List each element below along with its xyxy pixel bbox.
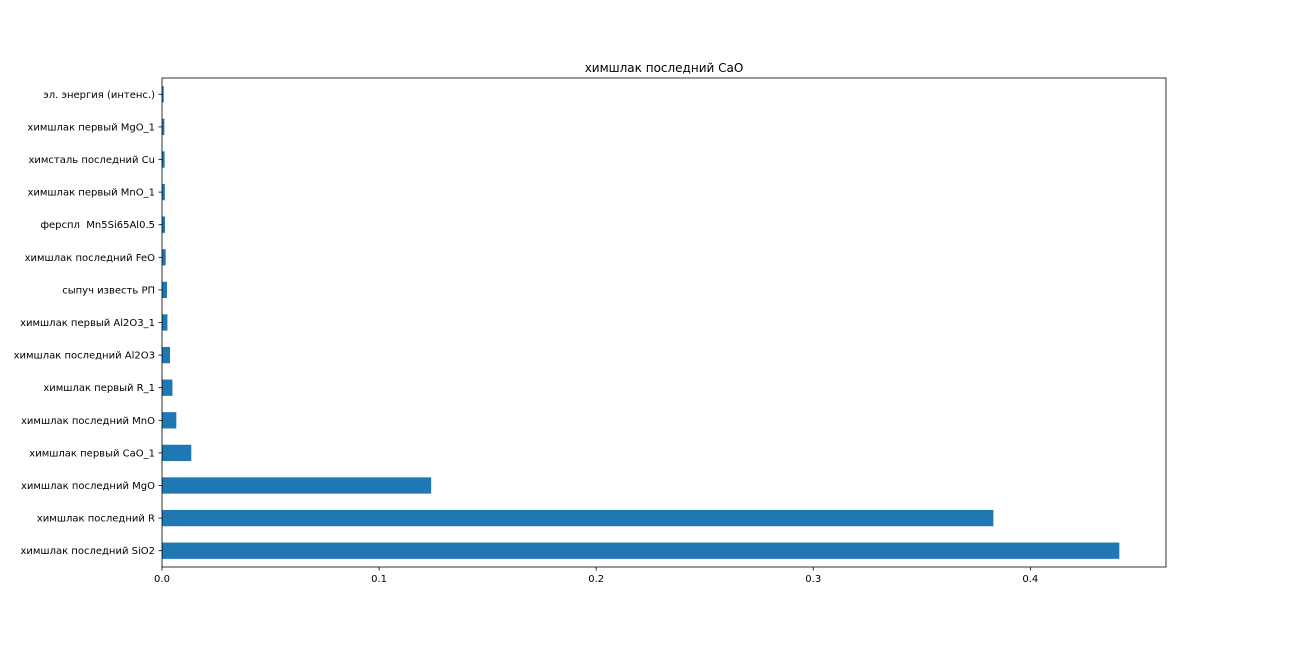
y-tick-label: химшлак последний FeO	[25, 253, 156, 264]
bar	[162, 86, 164, 103]
bar	[162, 509, 994, 527]
y-tick-label: эл. энергия (интенс.)	[43, 90, 155, 101]
y-tick-label: химшлак первый MgO_1	[27, 122, 155, 133]
bar	[162, 444, 192, 462]
bar	[162, 346, 171, 364]
y-ticks-group: химшлак последний SiO2 химшлак последний …	[14, 90, 162, 557]
x-tick-label: 0.1	[371, 574, 387, 585]
y-tick-label: химшлак последний MnO	[21, 416, 155, 427]
chart-title: химшлак последний CaO	[585, 61, 744, 75]
x-ticks-group: 0.0 0.1 0.2 0.3 0.4	[154, 567, 1038, 585]
y-tick-label: химшлак первый Al2O3_1	[20, 318, 155, 329]
x-tick-label: 0.3	[805, 574, 821, 585]
y-tick-label: химшлак последний SiO2	[20, 546, 155, 557]
bar	[162, 281, 167, 299]
bar	[162, 477, 432, 494]
y-tick-label: химшлак последний MgO	[21, 481, 155, 492]
x-tick-label: 0.0	[154, 574, 170, 585]
plot-frame	[161, 77, 1167, 568]
y-tick-label: сыпуч известь РП	[62, 285, 155, 296]
bar	[162, 151, 165, 168]
bars-group	[162, 86, 1120, 559]
y-tick-label: химшлак последний Al2O3	[14, 351, 155, 362]
bar	[162, 314, 168, 331]
y-tick-label: химшлак первый CaO_1	[29, 448, 155, 459]
bar	[162, 379, 173, 396]
y-tick-label: химшлак первый R_1	[43, 383, 155, 394]
bar	[162, 542, 1120, 559]
bar	[162, 249, 166, 266]
bar	[162, 216, 166, 233]
y-tick-label: химсталь последний Cu	[28, 155, 155, 166]
y-tick-label: ферспл Mn5Si65Al0.5	[40, 220, 155, 231]
y-tick-label: химшлак первый MnO_1	[27, 188, 155, 199]
x-tick-label: 0.4	[1022, 574, 1038, 585]
x-tick-label: 0.2	[588, 574, 604, 585]
bar	[162, 412, 177, 429]
bar	[162, 183, 165, 201]
y-tick-label: химшлак последний R	[37, 514, 155, 525]
bar	[162, 118, 165, 136]
